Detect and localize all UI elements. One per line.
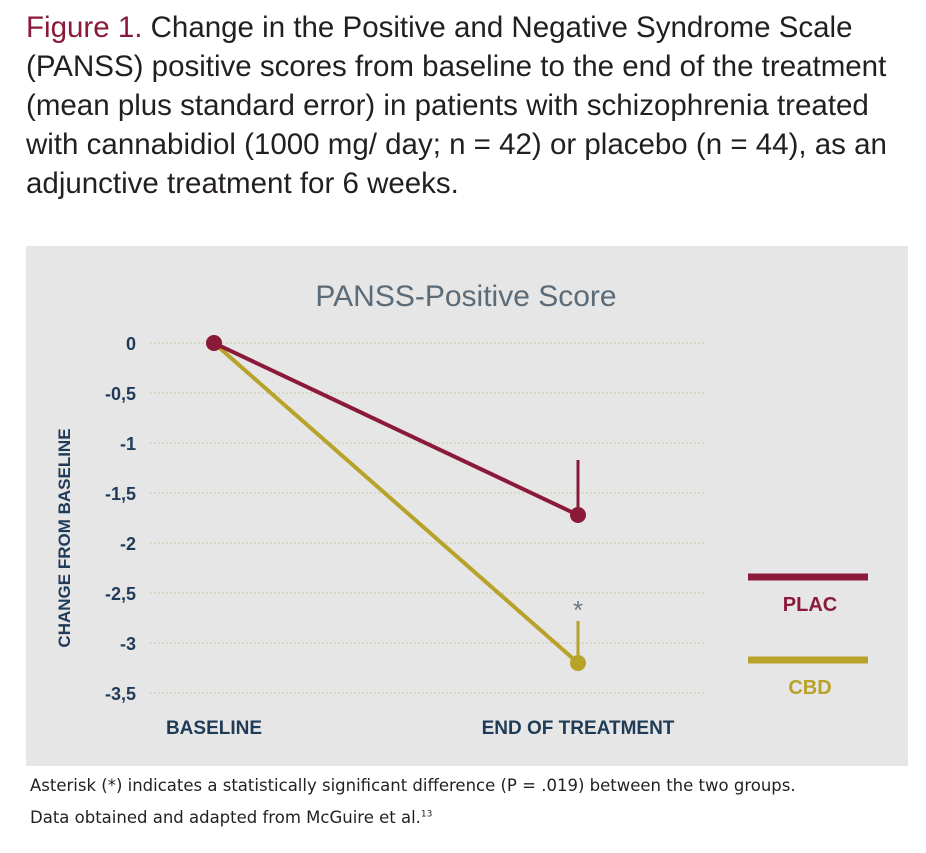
- series-line-cbd: [212, 341, 580, 665]
- legend-label-cbd: CBD: [788, 677, 831, 699]
- y-tick-label: -1: [120, 434, 136, 454]
- figure-label: Figure 1.: [26, 11, 143, 44]
- chart-panel: PANSS-Positive Score 0 -0,5 -1 -1,5 -2 -2,5 -3 -…: [26, 246, 908, 766]
- y-tick-label: -3: [120, 634, 136, 654]
- y-tick-label: -2,5: [105, 584, 136, 604]
- y-tick-label: -0,5: [105, 384, 136, 404]
- legend-label-plac: PLAC: [783, 594, 837, 616]
- y-tick-label: -1,5: [105, 484, 136, 504]
- y-tick-label: 0: [126, 334, 136, 354]
- figure-caption: Figure 1. Change in the Positive and Neg…: [26, 8, 906, 203]
- data-point-plac: [570, 507, 586, 523]
- significance-asterisk: *: [573, 595, 583, 625]
- series-line-plac: [213, 341, 579, 517]
- footnote-reference: 13: [420, 809, 433, 820]
- footnote-source: Data obtained and adapted from McGuire e…: [30, 808, 910, 827]
- y-tick-label: -3,5: [105, 684, 136, 704]
- panss-chart: PANSS-Positive Score 0 -0,5 -1 -1,5 -2 -2,5 -3 -…: [55, 280, 868, 739]
- footnote-source-text: Data obtained and adapted from McGuire e…: [30, 808, 421, 827]
- x-tick-label: BASELINE: [166, 718, 262, 739]
- figure-caption-text: Change in the Positive and Negative Synd…: [26, 11, 887, 200]
- y-tick-label: -2: [120, 534, 136, 554]
- footnote-significance: Asterisk (*) indicates a statistically s…: [30, 776, 796, 795]
- data-point-cbd: [570, 655, 586, 671]
- data-point-plac: [206, 335, 222, 351]
- x-tick-label: END OF TREATMENT: [482, 718, 675, 739]
- chart-title: PANSS-Positive Score: [315, 280, 616, 313]
- y-axis-label: CHANGE FROM BASELINE: [55, 428, 74, 647]
